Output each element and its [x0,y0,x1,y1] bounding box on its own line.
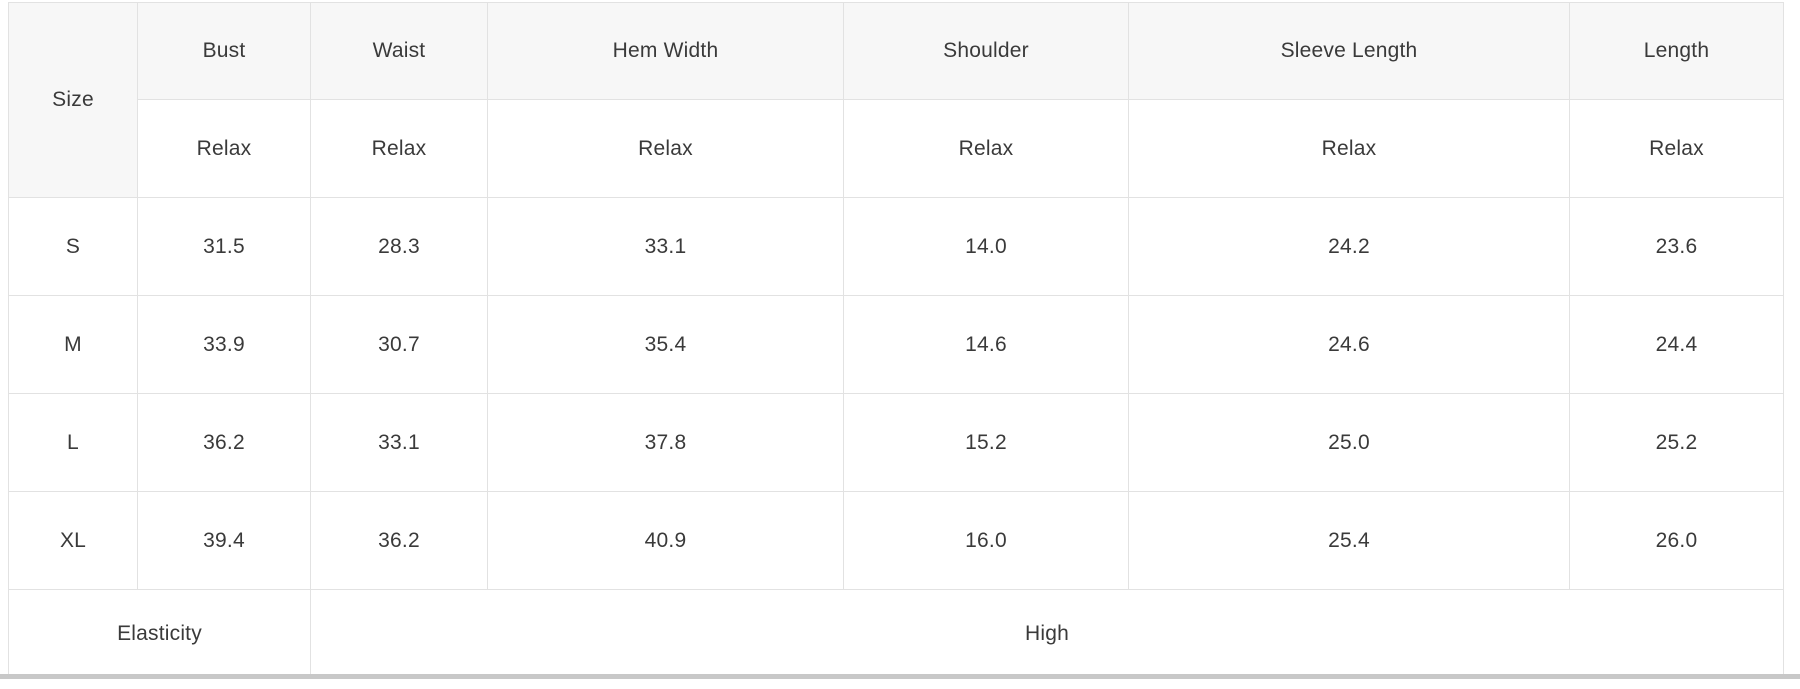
fit-cell-shoulder: Relax [843,99,1129,198]
elasticity-label: Elasticity [8,589,311,678]
size-cell: XL [8,491,138,590]
value-cell: 31.5 [137,197,311,296]
value-cell: 26.0 [1569,491,1784,590]
fit-cell-length: Relax [1569,99,1784,198]
horizontal-scrollbar[interactable] [0,674,1800,679]
value-cell: 25.4 [1128,491,1570,590]
table-row-xl: XL 39.4 36.2 40.9 16.0 25.4 26.0 [8,491,1784,590]
value-cell: 30.7 [310,295,488,394]
value-cell: 25.2 [1569,393,1784,492]
value-cell: 36.2 [137,393,311,492]
value-cell: 28.3 [310,197,488,296]
value-cell: 24.6 [1128,295,1570,394]
size-cell: S [8,197,138,296]
value-cell: 36.2 [310,491,488,590]
fit-cell-hem-width: Relax [487,99,844,198]
column-header-length: Length [1569,2,1784,100]
value-cell: 15.2 [843,393,1129,492]
table-row-s: S 31.5 28.3 33.1 14.0 24.2 23.6 [8,197,1784,296]
value-cell: 16.0 [843,491,1129,590]
value-cell: 25.0 [1128,393,1570,492]
size-cell: M [8,295,138,394]
header-row-measurements: Size Bust Waist Hem Width Shoulder Sleev… [8,2,1784,198]
value-cell: 33.1 [310,393,488,492]
value-cell: 14.6 [843,295,1129,394]
value-cell: 33.9 [137,295,311,394]
elasticity-row: Elasticity High [8,589,1784,678]
value-cell: 35.4 [487,295,844,394]
size-chart-table: Size Bust Waist Hem Width Shoulder Sleev… [8,2,1784,678]
value-cell: 23.6 [1569,197,1784,296]
column-header-hem-width: Hem Width [487,2,844,100]
fit-row: Relax Relax Relax Relax Relax Relax [9,99,1784,198]
value-cell: 24.2 [1128,197,1570,296]
fit-cell-bust: Relax [137,99,311,198]
elasticity-value: High [310,589,1784,678]
table-row-m: M 33.9 30.7 35.4 14.6 24.6 24.4 [8,295,1784,394]
value-cell: 24.4 [1569,295,1784,394]
column-header-waist: Waist [310,2,488,100]
value-cell: 14.0 [843,197,1129,296]
column-header-shoulder: Shoulder [843,2,1129,100]
value-cell: 40.9 [487,491,844,590]
value-cell: 39.4 [137,491,311,590]
value-cell: 33.1 [487,197,844,296]
column-header-bust: Bust [137,2,311,100]
value-cell: 37.8 [487,393,844,492]
size-cell: L [8,393,138,492]
fit-cell-waist: Relax [310,99,488,198]
size-corner-header: Size [8,2,138,198]
fit-cell-sleeve-length: Relax [1128,99,1570,198]
table-row-l: L 36.2 33.1 37.8 15.2 25.0 25.2 [8,393,1784,492]
column-header-sleeve-length: Sleeve Length [1128,2,1570,100]
